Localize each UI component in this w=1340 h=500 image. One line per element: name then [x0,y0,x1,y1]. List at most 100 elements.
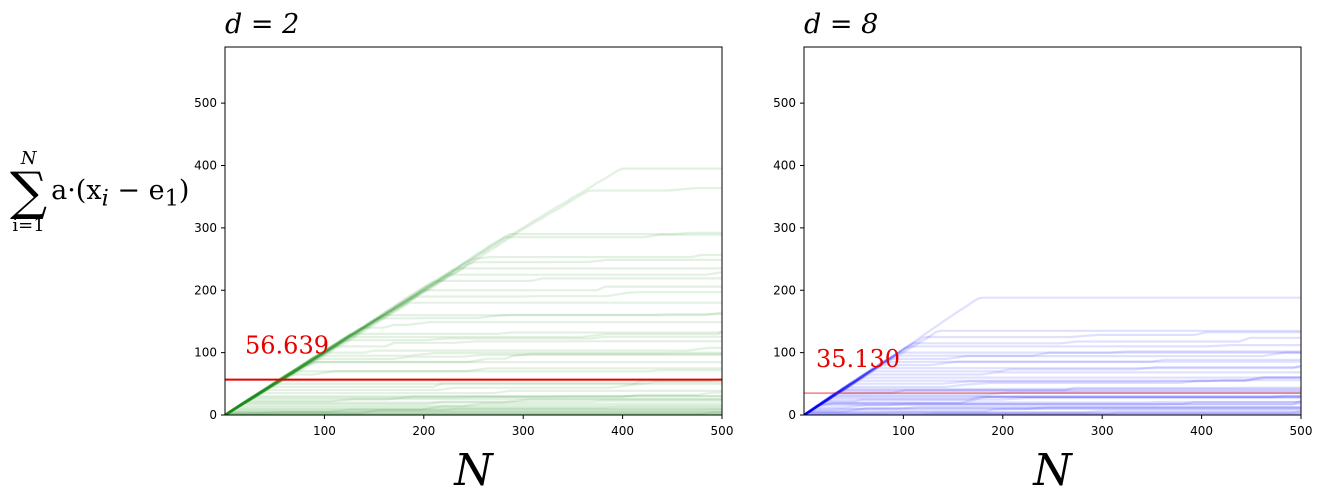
series-line-33 [225,391,722,415]
series-line-40 [804,412,1301,415]
y-tick-label: 400 [773,159,796,173]
plot-frame [803,46,1302,416]
series-line-7 [225,267,722,415]
series-line-44 [225,411,722,415]
series-line-25 [225,369,722,415]
series-line-19 [225,340,722,415]
series-line-30 [804,395,1301,415]
series-line-46 [225,411,722,415]
series-line-13 [225,311,722,415]
series-line-33 [804,406,1301,415]
series-line-3 [804,331,1301,415]
y-tick-label: 400 [194,159,217,173]
series-line-38 [225,404,722,415]
series-line-26 [804,396,1301,415]
mean-annotation: 35.130 [816,345,900,373]
series-line-35 [225,397,722,415]
y-tick-label: 200 [773,283,796,297]
series-line-15 [225,321,722,415]
series-line-20 [804,390,1301,415]
series-line-11 [804,364,1301,415]
y-tick-label: 0 [788,408,796,422]
series-line-20 [225,346,722,415]
series-line-28 [225,382,722,415]
series-line-42 [225,410,722,415]
series-group [225,167,722,415]
series-line-32 [225,395,722,415]
series-line-1 [804,296,1301,415]
y-tick-label: 300 [194,221,217,235]
series-line-4 [804,336,1301,415]
x-axis-label: N [1032,445,1073,496]
panel-2: 100 200 300 400 500 0 100 200 300 400 500 d = 8 N 35.… [773,9,1312,496]
x-tick-label: 200 [412,424,435,438]
series-line-24 [804,394,1301,415]
series-line-39 [225,405,722,415]
x-tick-label: 100 [892,424,915,438]
series-line-4 [225,233,722,415]
series-line-17 [804,376,1301,415]
plot-frame [224,46,723,416]
series-line-45 [225,408,722,415]
panel-1: 100 200 300 400 500 0 100 200 300 400 500 d = 2 N 56.… [194,9,733,496]
series-line-5 [804,344,1301,415]
series-line-34 [804,407,1301,415]
series-line-41 [225,407,722,415]
x-tick-label: 200 [991,424,1014,438]
series-line-16 [804,379,1301,415]
expr-sub-i: i [101,184,109,211]
series-line-8 [804,351,1301,415]
sum-lower-limit: i=1 [12,215,45,237]
series-line-48 [225,413,722,415]
series-line-47 [225,402,722,415]
series-line-28 [804,401,1301,415]
series-line-31 [225,389,722,415]
panel-title: d = 2 [225,9,299,40]
series-line-27 [225,378,722,415]
y-tick-label: 300 [773,221,796,235]
series-line-10 [804,360,1301,415]
series-line-1 [225,167,722,415]
series-line-38 [804,409,1301,415]
series-line-49 [225,412,722,415]
series-line-27 [804,400,1301,415]
series-line-26 [225,367,722,415]
series-line-9 [225,277,722,415]
series-line-5 [225,253,722,415]
series-line-15 [804,376,1301,415]
series-line-11 [225,291,722,415]
x-axis-label: N [453,445,494,496]
y-tick-label: 500 [773,96,796,110]
sum-upper-limit: N [20,148,37,169]
series-line-16 [225,331,722,415]
series-line-35 [804,407,1301,415]
series-line-31 [804,402,1301,415]
series-line-22 [225,353,722,415]
panel-title: d = 8 [804,9,878,40]
x-tick-label: 300 [1091,424,1114,438]
series-line-13 [804,371,1301,415]
series-line-34 [225,394,722,415]
expr-part-e: − e [108,174,165,206]
series-line-23 [225,352,722,415]
series-line-6 [804,351,1301,415]
series-line-43 [225,410,722,415]
y-tick-label: 500 [194,96,217,110]
x-tick-label: 500 [711,424,734,438]
series-line-17 [225,330,722,415]
y-axis-label: N ∑ i=1 a·(xi − e1) [10,150,189,235]
x-tick-label: 300 [512,424,535,438]
expr-part-a: a·(x [51,174,102,206]
expr-sub-1: 1 [164,184,179,211]
series-line-29 [225,379,722,415]
series-line-24 [225,361,722,415]
series-line-29 [804,399,1301,415]
series-line-14 [804,376,1301,415]
series-line-40 [225,407,722,415]
series-line-12 [225,301,722,415]
series-line-21 [225,351,722,415]
series-line-36 [804,411,1301,415]
series-line-19 [804,386,1301,415]
series-line-18 [225,335,722,415]
